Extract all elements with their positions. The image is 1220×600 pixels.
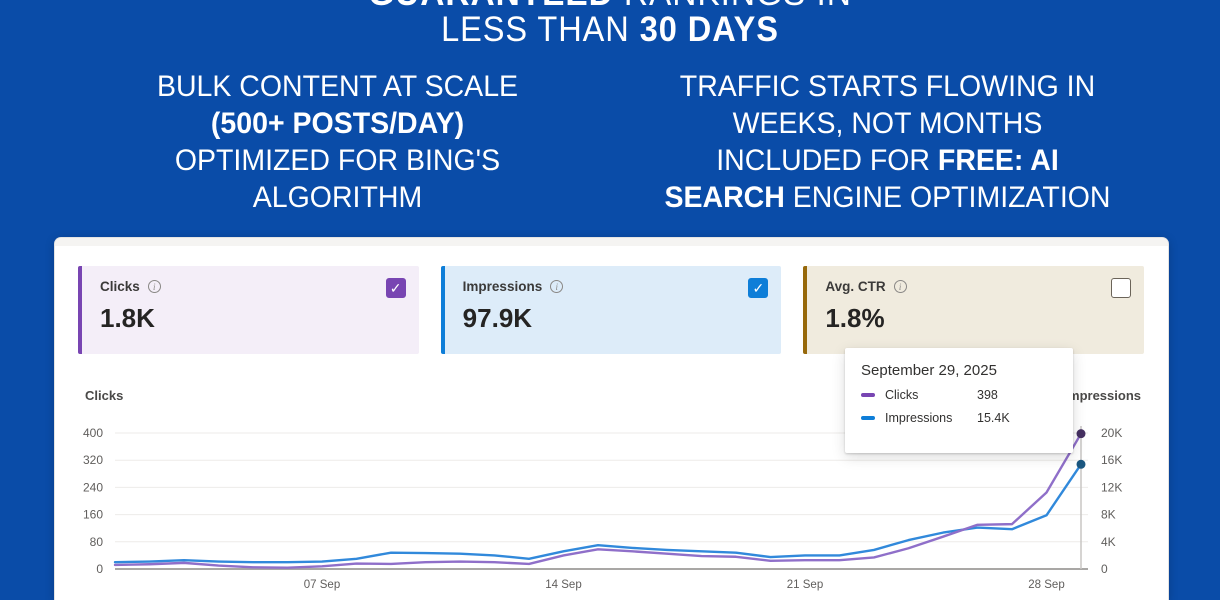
svg-text:160: 160	[83, 508, 103, 522]
svg-text:8K: 8K	[1101, 508, 1116, 522]
clicks-card-value: 1.8K	[100, 303, 155, 333]
svg-text:07 Sep: 07 Sep	[304, 579, 340, 591]
hero-headline-line2: LESS THAN 30 DAYS	[441, 10, 779, 49]
svg-text:400: 400	[83, 426, 103, 440]
svg-text:80: 80	[90, 535, 104, 549]
clicks-checkbox[interactable]: ✓	[385, 278, 406, 298]
impressions-metric-card[interactable]: Impressions i 97.9K ✓	[440, 266, 782, 354]
svg-text:21 Sep: 21 Sep	[787, 579, 823, 591]
right-axis-title: Impressions	[1064, 388, 1141, 403]
impressions-checkbox[interactable]: ✓	[748, 278, 769, 298]
clicks-swatch	[861, 393, 875, 397]
chart-tooltip: September 29, 2025 Clicks 398 Impression…	[845, 348, 1073, 453]
impressions-card-label: Impressions	[462, 279, 543, 294]
info-icon[interactable]: i	[147, 280, 161, 293]
svg-text:28 Sep: 28 Sep	[1028, 579, 1064, 591]
metric-cards-row: Clicks i 1.8K ✓ Impressions i 97.9K ✓ Av…	[78, 266, 1145, 354]
hero-right-line: SEARCH ENGINE OPTIMIZATION	[664, 181, 1111, 214]
left-axis-title: Clicks	[85, 388, 124, 403]
hero-left-line: (500+ POSTS/DAY)	[210, 107, 465, 140]
avg-ctr-metric-card[interactable]: Avg. CTR i 1.8%	[803, 266, 1145, 354]
info-icon[interactable]: i	[550, 280, 564, 293]
traffic-line-chart[interactable]: 400 20K 320 16K 240 12K 160 8K 80 4K 0 0 07 Sep 14 Se…	[60, 380, 1180, 598]
avg-ctr-checkbox[interactable]	[1111, 278, 1132, 298]
hero-left-line: ALGORITHM	[252, 181, 423, 214]
hero-headline-line1: GUARANTEED RANKINGS IN	[43, 0, 1178, 14]
svg-text:20K: 20K	[1101, 426, 1122, 440]
info-icon[interactable]: i	[893, 280, 907, 293]
hero-left-column: BULK CONTENT AT SCALE (500+ POSTS/DAY) O…	[90, 68, 585, 216]
tooltip-date: September 29, 2025	[861, 362, 997, 379]
svg-text:16K: 16K	[1101, 453, 1122, 467]
svg-text:12K: 12K	[1101, 480, 1122, 494]
impressions-swatch	[861, 416, 875, 420]
clicks-card-label: Clicks	[100, 279, 140, 294]
panel-top-strip	[55, 238, 1168, 246]
svg-text:14 Sep: 14 Sep	[545, 579, 581, 591]
hero-right-line: TRAFFIC STARTS FLOWING IN	[679, 70, 1096, 103]
svg-text:0: 0	[96, 562, 103, 576]
hero-right-line: WEEKS, NOT MONTHS	[732, 107, 1043, 140]
svg-text:4K: 4K	[1101, 535, 1116, 549]
svg-text:320: 320	[83, 453, 103, 467]
hero-columns: BULK CONTENT AT SCALE (500+ POSTS/DAY) O…	[0, 68, 1220, 216]
impressions-card-value: 97.9K	[462, 303, 533, 333]
tooltip-clicks-row: Clicks 398	[861, 388, 1057, 402]
avg-ctr-card-label: Avg. CTR	[825, 279, 886, 294]
avg-ctr-card-value: 1.8%	[825, 303, 885, 333]
hero-left-line: BULK CONTENT AT SCALE	[156, 70, 519, 103]
hero-right-column: TRAFFIC STARTS FLOWING IN WEEKS, NOT MON…	[585, 68, 1190, 216]
tooltip-impressions-row: Impressions 15.4K	[861, 411, 1057, 425]
hero-left-line: OPTIMIZED FOR BING'S	[174, 144, 501, 177]
hero-right-line: INCLUDED FOR FREE: AI	[716, 144, 1059, 177]
analytics-panel: Clicks i 1.8K ✓ Impressions i 97.9K ✓ Av…	[55, 238, 1168, 600]
svg-text:0: 0	[1101, 562, 1108, 576]
svg-text:240: 240	[83, 480, 103, 494]
clicks-metric-card[interactable]: Clicks i 1.8K ✓	[78, 266, 419, 354]
